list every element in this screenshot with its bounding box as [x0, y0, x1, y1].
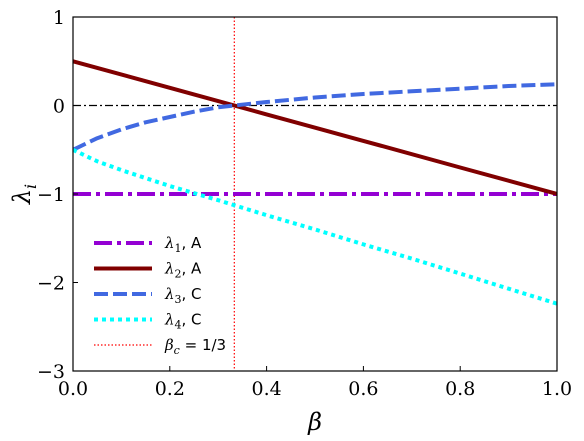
legend-label-3: λ3, C — [164, 285, 202, 306]
plot-area — [73, 17, 557, 371]
legend-label-4: λ4, C — [164, 311, 202, 332]
legend-label-1: λ1, A — [164, 234, 202, 255]
y-axis-label: λi — [8, 184, 40, 205]
x-tick-label: 0.4 — [251, 378, 281, 400]
x-tick-label: 0.8 — [445, 378, 475, 400]
x-tick-label: 0.6 — [348, 378, 378, 400]
y-tick-label: 0 — [53, 96, 65, 118]
x-axis-label: β — [307, 408, 322, 436]
y-tick-label: −1 — [37, 184, 65, 206]
series-line-4 — [73, 147, 557, 306]
x-tick-label: 1.0 — [542, 378, 572, 400]
x-tick-label: 0.2 — [155, 378, 185, 400]
legend: λ1, A λ2, A λ3, C λ4, C βc = 1/3 — [94, 234, 226, 357]
axes: 0.0 0.2 0.4 0.6 0.8 1.0 −3 −2 −1 0 1 β λi — [8, 7, 572, 436]
legend-label-5: βc = 1/3 — [164, 336, 226, 357]
y-tick-label: −3 — [37, 361, 65, 383]
legend-label-2: λ2, A — [164, 260, 202, 281]
y-tick-label: −2 — [37, 273, 65, 295]
y-tick-label: 1 — [53, 7, 65, 29]
x-tick-label: 0.0 — [58, 378, 88, 400]
series-line-3 — [73, 82, 557, 152]
series-line-2 — [73, 59, 557, 196]
